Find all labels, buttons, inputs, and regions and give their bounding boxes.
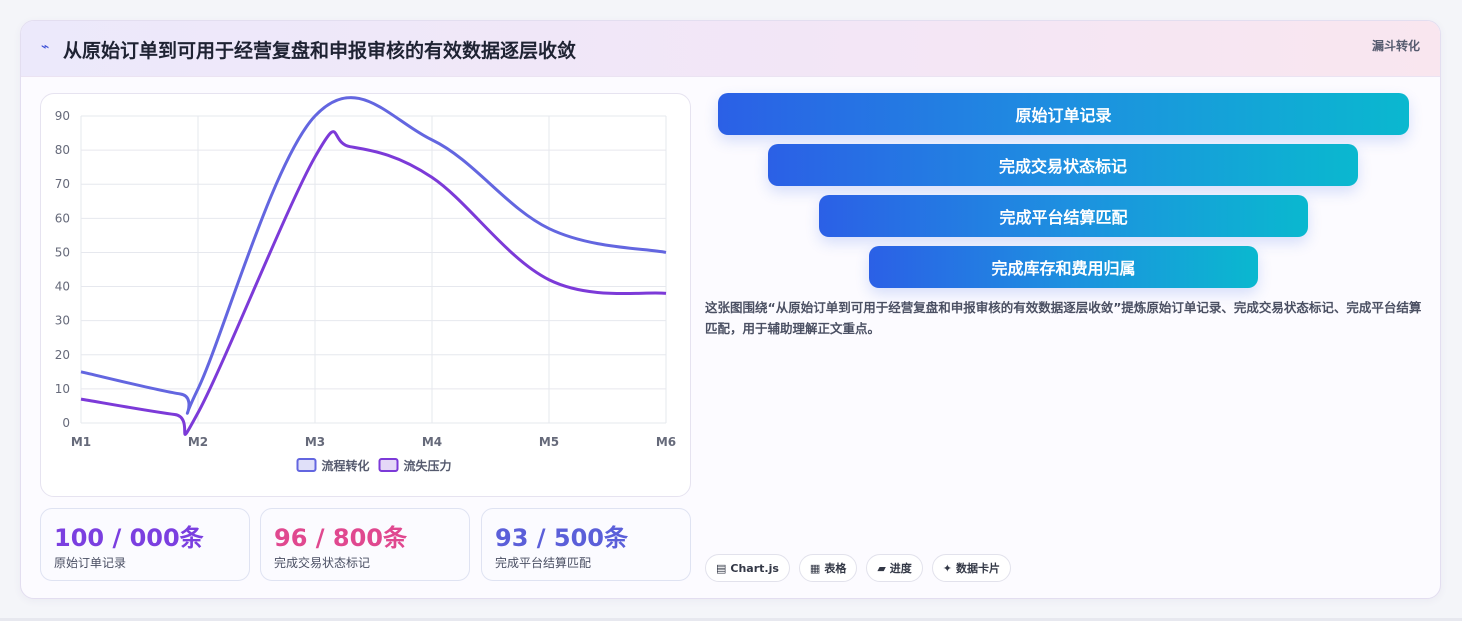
progress-icon: ▰ (877, 561, 886, 575)
line-chart-container: 0 10 20 30 40 50 60 70 80 90 M1 M2 M3 M4 M5 M6 流程转化 流失压力 (40, 93, 691, 497)
x-tick-label: M3 (305, 435, 325, 449)
stat-label: 原始订单记录 (54, 556, 127, 570)
funnel-stage-2: 完成交易状态标记 (768, 144, 1358, 186)
chip-label: 进度 (889, 562, 912, 575)
y-tick-label: 80 (55, 143, 70, 157)
y-tick-label: 30 (55, 314, 70, 328)
funnel-stage-4: 完成库存和费用归属 (869, 246, 1258, 288)
main-card: ⌁ 从原始订单到可用于经营复盘和申报审核的有效数据逐层收敛 漏斗转化 0 10 20… (20, 20, 1441, 599)
x-tick-label: M6 (656, 435, 676, 449)
stat-value: 100 / 000条 (54, 524, 204, 552)
card-title: 从原始订单到可用于经营复盘和申报审核的有效数据逐层收敛 (63, 40, 577, 62)
chip-label: 表格 (824, 562, 847, 575)
y-tick-label: 50 (55, 245, 70, 259)
y-tick-label: 10 (55, 382, 70, 396)
funnel-stage-1: 原始订单记录 (718, 93, 1409, 135)
chip-label: 数据卡片 (956, 562, 1001, 575)
card-header: ⌁ 从原始订单到可用于经营复盘和申报审核的有效数据逐层收敛 漏斗转化 (21, 21, 1440, 77)
table-icon: ▦ (809, 561, 821, 575)
chip-data-card[interactable]: ✦ 数据卡片 (931, 554, 1012, 582)
y-tick-label: 20 (55, 348, 70, 362)
x-tick-label: M2 (188, 435, 208, 449)
legend-swatch-2 (378, 458, 399, 472)
y-tick-label: 60 (55, 211, 70, 225)
stat-label: 完成平台结算匹配 (495, 556, 592, 570)
legend-label-1: 流程转化 (322, 458, 370, 473)
funnel-stage-3: 完成平台结算匹配 (819, 195, 1308, 237)
y-tick-label: 40 (55, 280, 70, 294)
x-tick-label: M5 (539, 435, 559, 449)
stat-label: 完成交易状态标记 (274, 556, 371, 570)
legend-swatch-1 (296, 458, 317, 472)
chart-description: 这张图围绕“从原始订单到可用于经营复盘和申报审核的有效数据逐层收敛”提炼原始订单… (705, 300, 1422, 336)
y-tick-label: 70 (55, 177, 70, 191)
x-tick-label: M1 (71, 435, 91, 449)
pulse-icon: ⌁ (41, 39, 50, 55)
chart-icon: ▤ (716, 561, 727, 575)
chip-progress[interactable]: ▰ 进度 (866, 554, 923, 582)
legend-label-2: 流失压力 (404, 458, 452, 473)
funnel-tag: 漏斗转化 (1371, 39, 1420, 53)
tech-chips: ▤ Chart.js ▦ 表格 ▰ 进度 ✦ 数据卡片 (705, 554, 1012, 582)
y-tick-label: 0 (62, 416, 70, 430)
stat-value: 93 / 500条 (495, 524, 628, 552)
stat-card-settlement-matched: 93 / 500条 完成平台结算匹配 (481, 508, 691, 581)
stat-value: 96 / 800条 (274, 524, 407, 552)
x-tick-label: M4 (422, 435, 442, 449)
chip-label: Chart.js (730, 561, 779, 575)
line-chart: 0 10 20 30 40 50 60 70 80 90 M1 M2 M3 M4 M5 M6 流程转化 流失压力 (55, 96, 676, 473)
chip-chartjs[interactable]: ▤ Chart.js (705, 554, 790, 582)
series-line-2 (80, 130, 667, 436)
y-tick-label: 90 (55, 109, 70, 123)
chip-table[interactable]: ▦ 表格 (798, 554, 858, 582)
sparkle-icon: ✦ (942, 561, 953, 575)
stat-card-raw-orders: 100 / 000条 原始订单记录 (40, 508, 250, 581)
page-footer-line (0, 618, 1462, 621)
series-line-1 (80, 96, 667, 415)
stat-card-status-marked: 96 / 800条 完成交易状态标记 (260, 508, 470, 581)
